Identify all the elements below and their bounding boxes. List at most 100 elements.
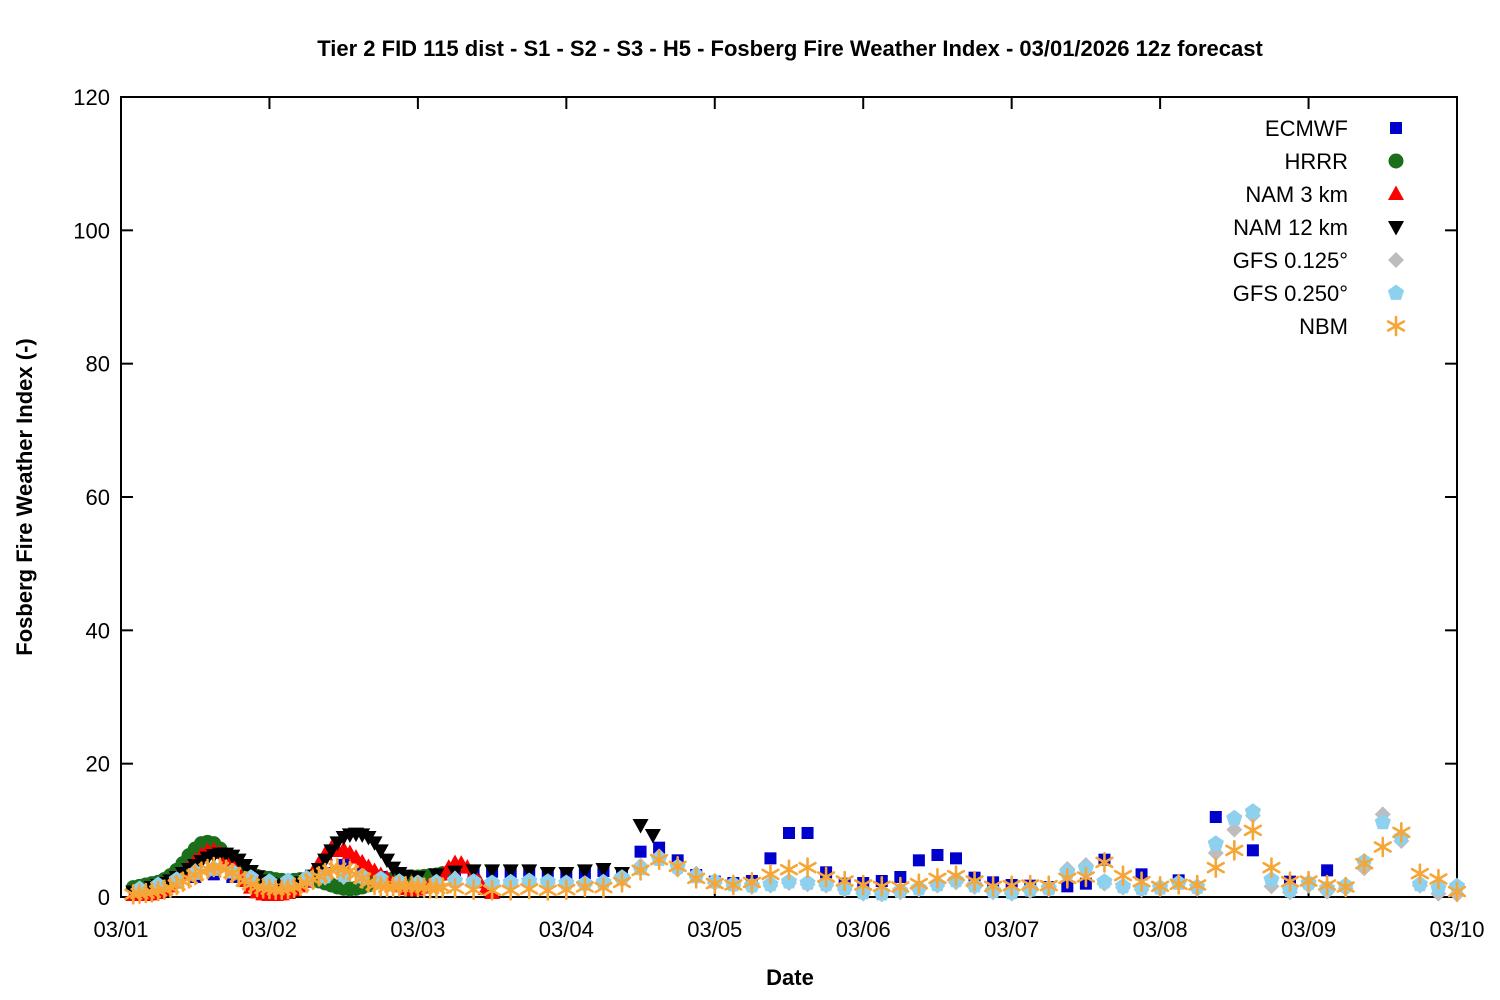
asterisk-ray [1299, 875, 1318, 887]
nam-12-km-point [632, 819, 649, 834]
nam-12-km-point [644, 829, 661, 844]
asterisk-ray [557, 883, 576, 896]
y-tick-label: 120 [73, 85, 110, 110]
nam-12-km-point [484, 864, 501, 879]
nbm-point [445, 878, 465, 899]
y-axis-title: Fosberg Fire Weather Index (-) [12, 338, 37, 655]
asterisk-ray [1355, 857, 1374, 870]
nbm-point [1410, 863, 1430, 884]
gfs-0-250-point [780, 873, 798, 889]
nam-12-km-point [317, 853, 334, 869]
legend-item-gfs-0-125: GFS 0.125° [1233, 248, 1404, 273]
legend-label-ecmwf: ECMWF [1265, 116, 1348, 141]
ecmwf-point [801, 827, 814, 839]
asterisk-ray [538, 884, 557, 897]
gfs-0-125-point [1226, 821, 1243, 838]
legend-label-gfs-0-125: GFS 0.125° [1233, 248, 1348, 273]
gfs-0-250-point [1263, 871, 1280, 887]
legend-label-nam-12-km: NAM 12 km [1233, 215, 1348, 240]
x-tick-label: 03/10 [1429, 917, 1484, 942]
nbm-point [872, 876, 891, 897]
asterisk-ray [798, 861, 817, 874]
x-tick-label: 03/03 [390, 917, 445, 942]
asterisk-ray [1386, 320, 1406, 332]
chart-title: Tier 2 FID 115 dist - S1 - S2 - S3 - H5 … [317, 36, 1263, 61]
x-axis-title: Date [766, 965, 814, 990]
asterisk-ray [854, 879, 873, 891]
asterisk-ray [1410, 867, 1430, 880]
legend-item-nam-3-km: NAM 3 km [1245, 182, 1404, 207]
legend-marker-nbm [1386, 315, 1406, 337]
ecmwf-point [764, 852, 777, 865]
nbm-point [854, 874, 873, 896]
nbm-point [1355, 853, 1374, 874]
asterisk-ray [724, 879, 743, 891]
asterisk-ray [594, 881, 613, 894]
asterisk-ray [1373, 841, 1392, 853]
asterisk-ray [928, 872, 947, 885]
asterisk-ray [891, 881, 910, 893]
nam-12-km-point [576, 864, 593, 879]
asterisk-ray [1132, 875, 1151, 888]
nam-12-km-point [366, 836, 383, 851]
y-tick-label: 40 [86, 618, 110, 643]
nbm-point [1243, 820, 1263, 841]
gfs-0-250-point [1096, 873, 1113, 889]
asterisk-ray [1262, 861, 1281, 874]
nbm-point [668, 856, 687, 877]
ecmwf-point [1321, 864, 1334, 877]
nbm-point [1113, 865, 1133, 886]
nbm-point [1132, 871, 1151, 892]
legend-label-nbm: NBM [1299, 314, 1348, 339]
asterisk-ray [779, 863, 799, 876]
legend-item-ecmwf: ECMWF [1265, 116, 1402, 141]
y-tick-label: 100 [73, 218, 110, 243]
legend-label-nam-3-km: NAM 3 km [1245, 182, 1348, 207]
legend-item-nam-12-km: NAM 12 km [1233, 215, 1404, 240]
asterisk-ray [1317, 879, 1337, 891]
nbm-point [742, 872, 762, 893]
asterisk-ray [909, 877, 929, 890]
legend-marker-gfs-0-125 [1388, 252, 1404, 268]
nbm-point [1262, 857, 1281, 878]
asterisk-ray [1429, 873, 1448, 885]
legend-item-hrrr: HRRR [1284, 149, 1404, 174]
gfs-0-250-point [1207, 835, 1224, 851]
nbm-point [1336, 876, 1355, 898]
nbm-point [1429, 868, 1448, 890]
nbm-point [835, 870, 854, 892]
nbm-point [1188, 874, 1207, 896]
nam-12-km-point [372, 844, 389, 859]
data-points [124, 803, 1467, 905]
legend-item-gfs-0-250: GFS 0.250° [1233, 281, 1405, 306]
asterisk-ray [1095, 856, 1114, 869]
nbm-point [501, 880, 520, 901]
nbm-point [965, 870, 984, 892]
nam-12-km-point [323, 844, 340, 859]
asterisk-ray [816, 871, 836, 883]
legend-item-nbm: NBM [1299, 314, 1406, 339]
legend-marker-gfs-0-250 [1387, 284, 1405, 300]
nbm-point [1150, 876, 1170, 897]
asterisk-ray [1002, 879, 1021, 892]
nbm-point [612, 872, 632, 893]
asterisk-ray [761, 868, 780, 881]
asterisk-ray [705, 877, 724, 890]
x-tick-label: 03/05 [687, 917, 742, 942]
asterisk-ray [872, 880, 891, 893]
asterisk-ray [631, 864, 650, 877]
nam-12-km-point [558, 867, 575, 882]
asterisk-ray [1076, 871, 1096, 883]
legend-marker-nam-3-km [1388, 185, 1404, 200]
asterisk-ray [1225, 844, 1244, 857]
nbm-point [1373, 836, 1392, 858]
asterisk-ray [464, 883, 483, 896]
gfs-0-250-point [1374, 813, 1391, 830]
nbm-point [1002, 875, 1021, 896]
asterisk-ray [1021, 879, 1040, 891]
nbm-point [575, 876, 595, 898]
nbm-point [594, 877, 613, 898]
legend: ECMWF HRRR NAM 3 km NAM 12 km GFS 0.125° GFS … [1233, 116, 1406, 339]
nbm-point [779, 859, 799, 880]
asterisk-ray [835, 875, 854, 887]
